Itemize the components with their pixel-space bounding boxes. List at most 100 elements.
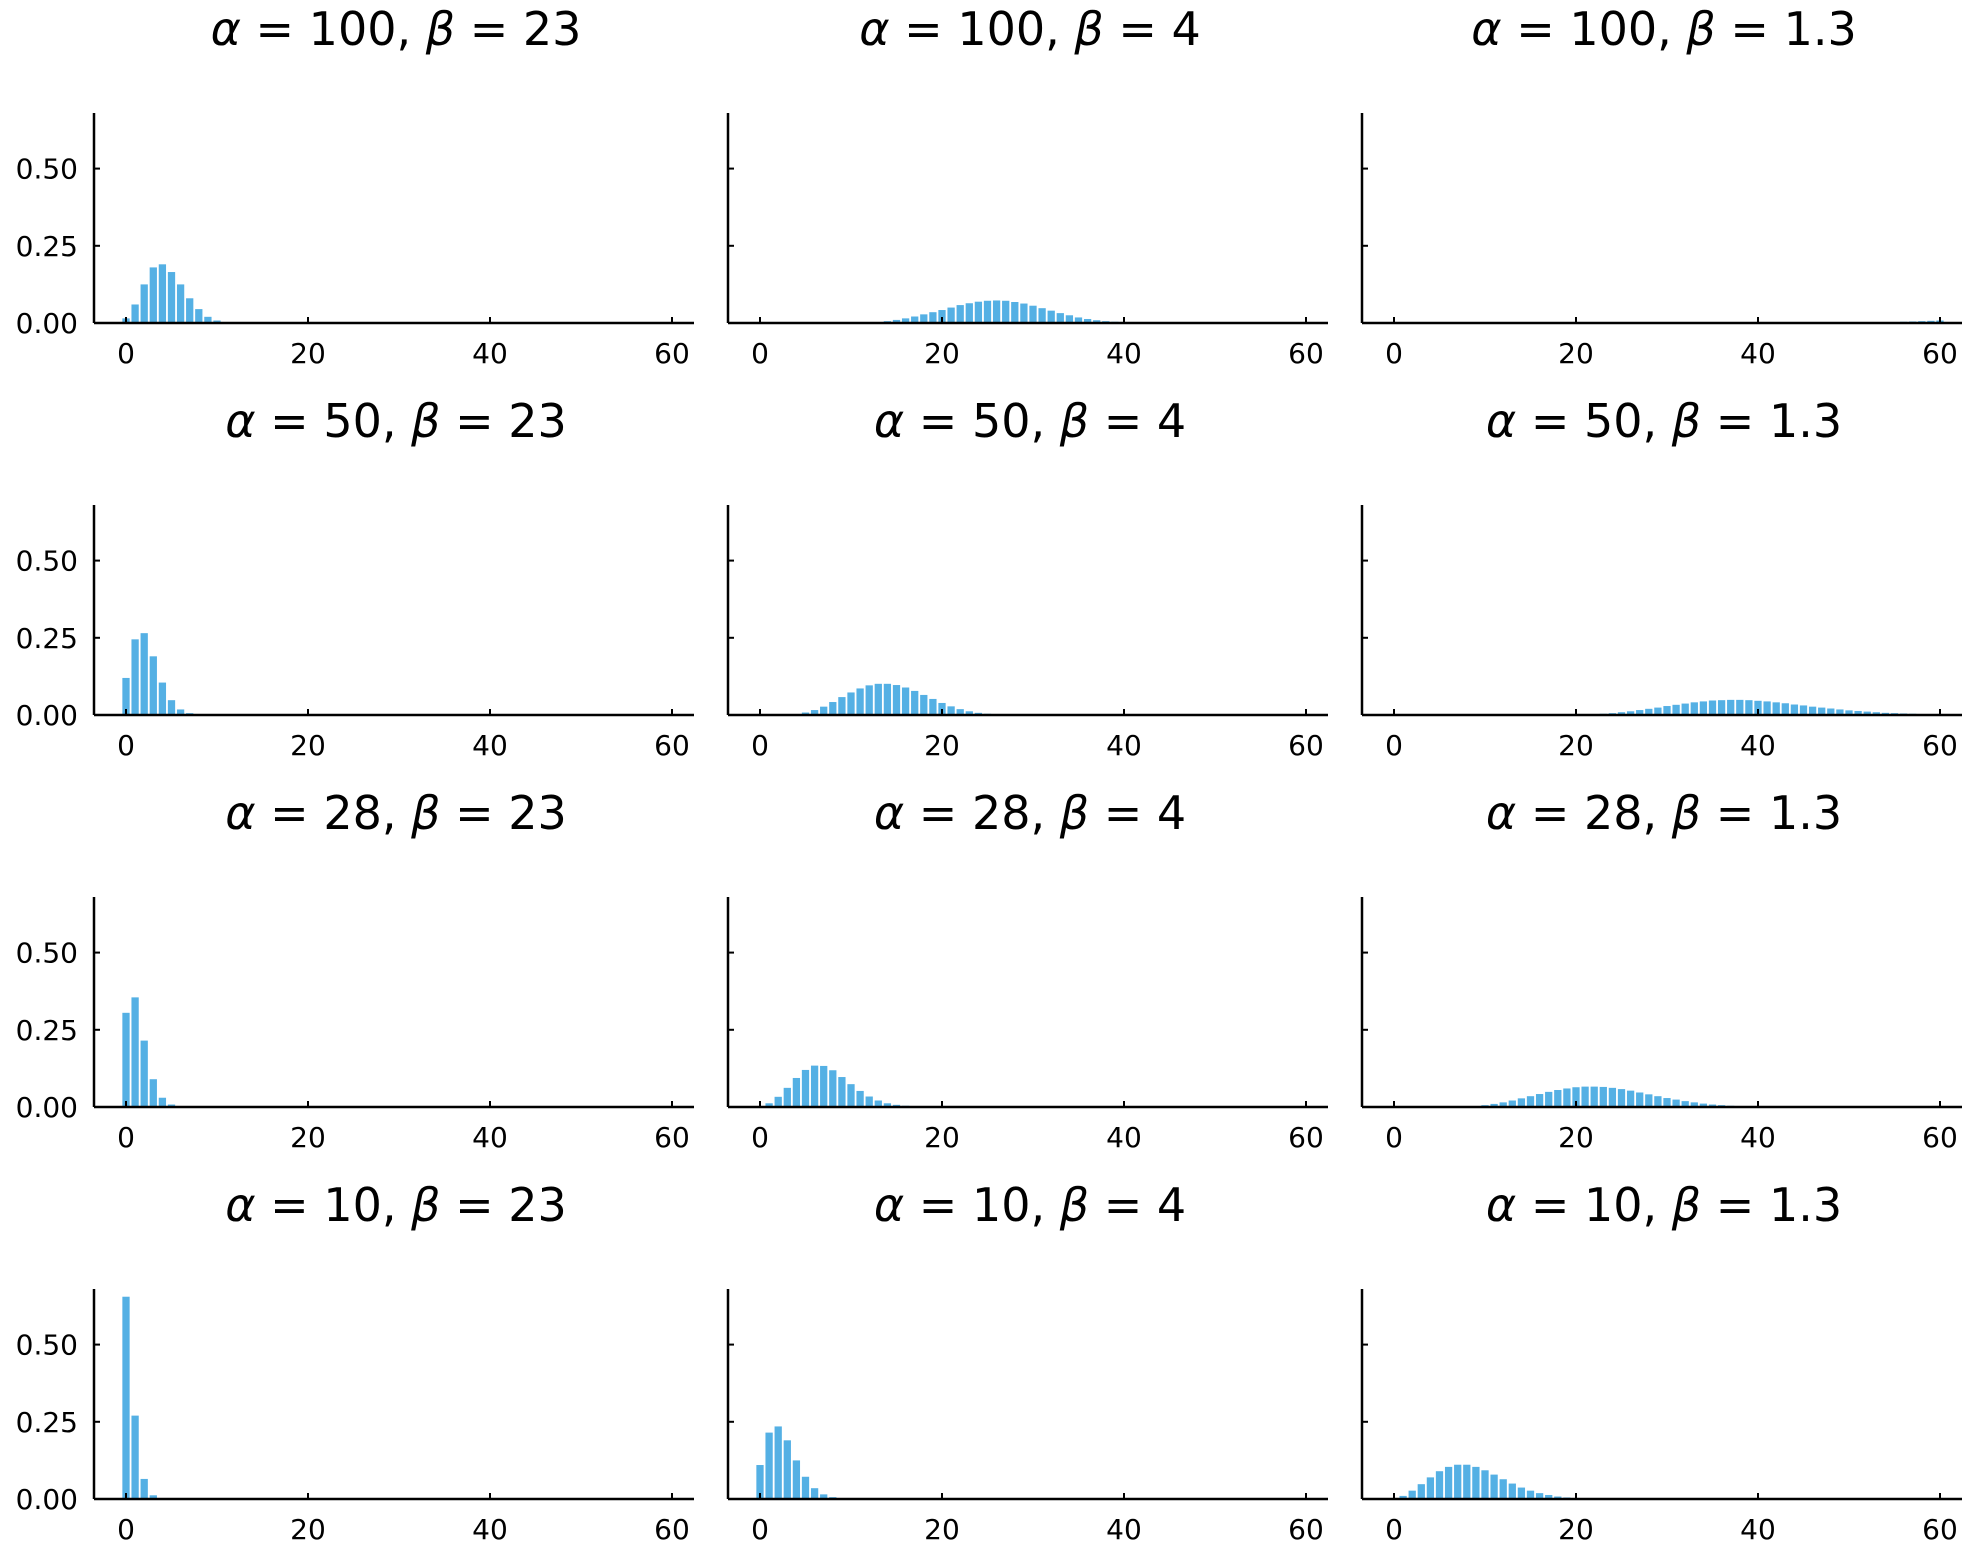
beta-value: = 1.3 bbox=[1716, 2, 1857, 56]
bar bbox=[1645, 1094, 1653, 1107]
subplot-2: α = 100, β = 4 0 20 40 60 bbox=[726, 2, 1328, 370]
bar bbox=[1490, 1474, 1498, 1499]
bar bbox=[874, 683, 882, 715]
bar bbox=[149, 1495, 157, 1499]
bar bbox=[1617, 712, 1626, 715]
bar bbox=[938, 702, 946, 715]
bar bbox=[1827, 708, 1835, 715]
bar bbox=[1845, 710, 1853, 715]
bar bbox=[122, 1012, 130, 1107]
bars bbox=[122, 264, 230, 323]
bar bbox=[1074, 317, 1083, 323]
bar bbox=[1481, 1470, 1489, 1499]
bar bbox=[810, 710, 819, 715]
bar bbox=[783, 1440, 791, 1499]
subplot-title: α = 10, β = 4 bbox=[874, 1178, 1186, 1232]
x-tick-label: 0 bbox=[117, 337, 135, 370]
bar bbox=[195, 309, 203, 323]
alpha-value: = 10, bbox=[904, 1178, 1060, 1232]
bar bbox=[974, 301, 983, 323]
alpha-symbol: α bbox=[874, 394, 904, 448]
subplot-5: α = 50, β = 4 0 20 40 60 bbox=[726, 394, 1328, 762]
x-tick-label: 40 bbox=[1106, 1121, 1142, 1154]
bar bbox=[792, 1460, 801, 1499]
x-tick-label: 20 bbox=[290, 1121, 326, 1154]
bar bbox=[956, 709, 964, 715]
subplot-4: α = 50, β = 23 0 20 40 60 0.00 0.25 0.50 bbox=[16, 394, 694, 762]
x-tick-label: 60 bbox=[1922, 337, 1958, 370]
beta-symbol: β bbox=[1671, 1178, 1701, 1232]
bar bbox=[1727, 699, 1735, 715]
bar bbox=[1535, 1094, 1544, 1107]
bar bbox=[947, 706, 955, 715]
bar bbox=[122, 677, 130, 715]
bar bbox=[1011, 302, 1019, 323]
bar bbox=[1608, 1087, 1617, 1107]
bar bbox=[1745, 700, 1753, 715]
bar bbox=[1617, 1089, 1626, 1107]
bar bbox=[1672, 1099, 1680, 1107]
beta-value: = 1.3 bbox=[1701, 786, 1842, 840]
bar bbox=[1599, 1086, 1607, 1107]
beta-symbol: β bbox=[1073, 2, 1103, 56]
bar bbox=[1029, 305, 1037, 323]
bar bbox=[856, 1090, 864, 1107]
subplot-3: α = 100, β = 1.3 0 20 40 60 bbox=[1360, 2, 1962, 370]
x-tick-label: 40 bbox=[1106, 1513, 1142, 1546]
bar bbox=[167, 700, 176, 715]
bar bbox=[1526, 1490, 1535, 1499]
x-tick-label: 60 bbox=[654, 1513, 690, 1546]
bar bbox=[204, 316, 212, 323]
bars bbox=[783, 683, 1010, 715]
alpha-symbol: α bbox=[874, 786, 904, 840]
bar bbox=[1736, 699, 1744, 715]
beta-symbol: β bbox=[1059, 786, 1089, 840]
bar bbox=[1508, 1100, 1516, 1107]
y-tick-label: 0.25 bbox=[16, 1014, 78, 1047]
x-tick-label: 60 bbox=[654, 337, 690, 370]
bar bbox=[149, 656, 157, 715]
bar bbox=[1772, 702, 1780, 715]
x-tick-label: 60 bbox=[1288, 1121, 1324, 1154]
bar bbox=[1526, 1096, 1535, 1107]
bar bbox=[847, 692, 855, 715]
bar bbox=[1563, 1088, 1571, 1107]
bar bbox=[1417, 1484, 1425, 1499]
bar bbox=[1626, 711, 1635, 715]
bar bbox=[1799, 705, 1808, 715]
bar bbox=[865, 685, 873, 715]
x-tick-label: 0 bbox=[117, 1121, 135, 1154]
bar bbox=[1545, 1091, 1553, 1107]
bar bbox=[901, 318, 910, 323]
x-tick-label: 40 bbox=[472, 1121, 508, 1154]
alpha-symbol: α bbox=[225, 786, 255, 840]
alpha-value: = 100, bbox=[890, 2, 1075, 56]
bar bbox=[911, 316, 919, 323]
bar bbox=[992, 300, 1001, 323]
x-tick-label: 20 bbox=[924, 1513, 960, 1546]
subplot-title: α = 28, β = 4 bbox=[874, 786, 1186, 840]
alpha-value: = 50, bbox=[1516, 394, 1672, 448]
bar bbox=[1499, 1102, 1507, 1107]
x-tick-label: 40 bbox=[472, 729, 508, 762]
bar bbox=[774, 1096, 782, 1107]
bar bbox=[883, 1103, 892, 1107]
bar bbox=[1002, 300, 1010, 323]
bar bbox=[1463, 1464, 1471, 1499]
alpha-value: = 10, bbox=[1516, 1178, 1672, 1232]
x-tick-label: 60 bbox=[1922, 1121, 1958, 1154]
subplot-title: α = 100, β = 23 bbox=[211, 2, 582, 56]
beta-symbol: β bbox=[410, 786, 440, 840]
subplot-title: α = 10, β = 1.3 bbox=[1486, 1178, 1842, 1232]
bar bbox=[1065, 315, 1074, 323]
alpha-symbol: α bbox=[1486, 1178, 1516, 1232]
x-tick-label: 60 bbox=[654, 729, 690, 762]
beta-symbol: β bbox=[1671, 786, 1701, 840]
bar bbox=[1836, 709, 1844, 715]
subplot-title: α = 50, β = 23 bbox=[225, 394, 567, 448]
bar bbox=[920, 694, 928, 715]
bar bbox=[1590, 1086, 1598, 1107]
subplot-title: α = 100, β = 4 bbox=[859, 2, 1201, 56]
x-tick-label: 0 bbox=[751, 729, 769, 762]
